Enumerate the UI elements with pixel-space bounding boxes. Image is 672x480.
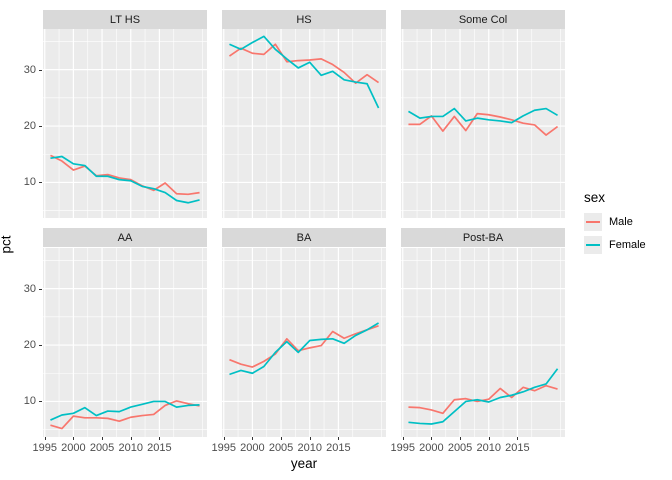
- x-tick-mark: [309, 437, 311, 440]
- x-tick-mark: [338, 437, 340, 440]
- x-tick-mark: [130, 437, 132, 440]
- facet-plot-post-ba: [401, 248, 565, 437]
- facet-plot-ba: [222, 248, 386, 437]
- facet-strip-hs: HS: [222, 10, 386, 29]
- facet-plot-aa: [43, 248, 207, 437]
- female-line-post-ba: [408, 368, 559, 425]
- facet-strip-lt-hs: LT HS: [43, 10, 207, 29]
- female-line-aa: [50, 400, 200, 421]
- y-tick-label: 30: [23, 282, 36, 295]
- facet-strip-aa: AA: [43, 228, 207, 247]
- legend-key-female: [584, 236, 602, 254]
- x-tick-label: 1995: [211, 442, 236, 454]
- y-tick-label: 20: [23, 120, 36, 133]
- facet-panel-aa: [43, 248, 207, 437]
- x-tick-label: 2015: [505, 442, 530, 454]
- x-tick-label: 2010: [476, 442, 501, 454]
- x-tick-label: 2000: [419, 442, 444, 454]
- facet-plot-lt-hs: [43, 29, 207, 218]
- legend-label-female: Female: [609, 239, 646, 251]
- x-tick-mark: [402, 437, 404, 440]
- y-tick-label: 10: [23, 176, 36, 189]
- x-tick-label: 1995: [390, 442, 415, 454]
- x-tick-label: 2010: [118, 442, 143, 454]
- x-tick-label: 2015: [147, 442, 172, 454]
- facet-panel-lt-hs: [43, 29, 207, 218]
- male-line-some-col: [408, 112, 559, 136]
- x-tick-mark: [281, 437, 283, 440]
- x-tick-label: 2000: [240, 442, 265, 454]
- facet-panel-ba: [222, 248, 386, 437]
- male-line-lt-hs: [50, 154, 200, 196]
- facet-panel-some-col: [401, 29, 565, 218]
- x-tick-label: 2005: [268, 442, 294, 454]
- male-line-swatch: [586, 221, 600, 223]
- y-tick-mark: [39, 401, 42, 403]
- facet-strip-some-col: Some Col: [401, 10, 565, 29]
- facet-strip-ba: BA: [222, 228, 386, 247]
- x-tick-mark: [102, 437, 104, 440]
- x-tick-label: 1995: [32, 442, 57, 454]
- y-axis-title: pct: [0, 235, 14, 254]
- facet-plot-some-col: [401, 29, 565, 218]
- x-tick-label: 2010: [297, 442, 322, 454]
- x-tick-mark: [44, 437, 46, 440]
- x-axis-title: year: [290, 456, 318, 471]
- x-tick-mark: [517, 437, 519, 440]
- legend-entry-male: Male: [584, 213, 646, 231]
- x-tick-mark: [159, 437, 161, 440]
- legend-key-male: [584, 213, 602, 231]
- male-line-ba: [229, 325, 379, 368]
- y-tick-mark: [39, 126, 42, 128]
- y-tick-label: 20: [23, 339, 36, 352]
- x-tick-mark: [431, 437, 433, 440]
- legend-entry-female: Female: [584, 236, 646, 254]
- x-tick-label: 2000: [61, 442, 86, 454]
- x-tick-mark: [460, 437, 462, 440]
- x-tick-mark: [73, 437, 75, 440]
- facet-panel-hs: [222, 29, 386, 218]
- male-line-aa: [50, 400, 200, 430]
- y-tick-mark: [39, 69, 42, 71]
- female-line-some-col: [408, 107, 558, 124]
- y-tick-label: 30: [23, 63, 36, 76]
- legend-title: sex: [584, 190, 606, 205]
- female-line-swatch: [586, 244, 600, 246]
- female-line-lt-hs: [50, 155, 200, 204]
- x-tick-mark: [252, 437, 254, 440]
- x-tick-label: 2005: [89, 442, 115, 454]
- legend: sex Male Female: [584, 190, 646, 259]
- y-tick-mark: [39, 182, 42, 184]
- y-tick-mark: [39, 345, 42, 347]
- x-tick-mark: [488, 437, 490, 440]
- facet-panel-post-ba: [401, 248, 565, 437]
- female-line-hs: [229, 35, 380, 109]
- x-tick-mark: [223, 437, 225, 440]
- x-tick-label: 2005: [447, 442, 473, 454]
- female-line-ba: [229, 322, 379, 376]
- facet-plot-hs: [222, 29, 386, 218]
- y-tick-label: 10: [23, 395, 36, 408]
- facet-strip-post-ba: Post-BA: [401, 228, 565, 247]
- legend-label-male: Male: [609, 216, 633, 228]
- x-tick-label: 2015: [326, 442, 351, 454]
- legend-entries: Male Female: [584, 213, 646, 254]
- y-tick-mark: [39, 288, 42, 290]
